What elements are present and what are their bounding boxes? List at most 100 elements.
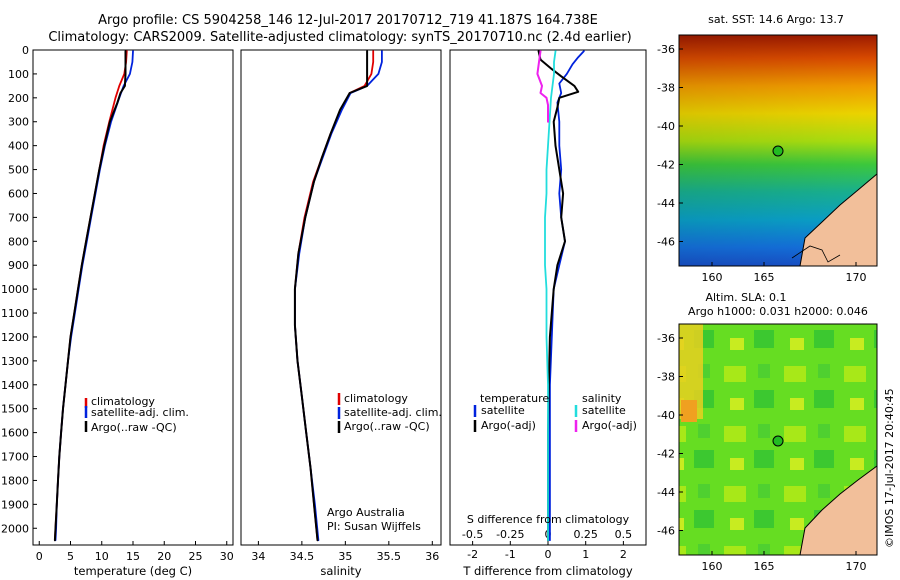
sla-map-axes: 160 165 170 -36 -38 -40 -42 -44 -46 bbox=[657, 332, 866, 573]
lat-tick-label: -40 bbox=[657, 120, 675, 133]
pi-annotation: PI: Susan Wijffels bbox=[327, 520, 421, 533]
depth-tick-label: 1100 bbox=[1, 307, 29, 320]
depth-tick-label: 600 bbox=[8, 187, 29, 200]
argo-float-marker bbox=[772, 145, 784, 157]
s-difference-label: S difference from climatology bbox=[467, 513, 630, 526]
salinity-panel: 34 34.5 35 35.5 36 salinity climatology sate… bbox=[240, 49, 442, 578]
depth-tick-label: 800 bbox=[8, 235, 29, 248]
s-diff-tick-label: 0.5 bbox=[615, 528, 633, 541]
difference-series bbox=[536, 50, 585, 542]
figure-title-line1: Argo profile: CS 5904258_146 12-Jul-2017… bbox=[98, 13, 598, 28]
sst-map-axes: 160 165 170 -36 -38 -40 -42 -44 -46 bbox=[657, 43, 866, 284]
sst-map-title: sat. SST: 14.6 Argo: 13.7 bbox=[708, 13, 844, 26]
t-diff-tick-label: 2 bbox=[620, 548, 627, 561]
x-tick-label: 20 bbox=[157, 550, 171, 563]
depth-tick-label: 1700 bbox=[1, 451, 29, 464]
x-tick-label: 36 bbox=[425, 550, 439, 563]
salinity-legend: climatology satellite-adj. clim. Argo(..… bbox=[337, 392, 442, 433]
depth-tick-label: 0 bbox=[22, 44, 29, 57]
lon-tick-label: 170 bbox=[846, 271, 867, 284]
salinity-axes-frame bbox=[240, 49, 442, 546]
isobath-contour bbox=[791, 245, 841, 263]
legend-label-satellite: satellite-adj. clim. bbox=[91, 406, 189, 419]
lat-tick-label: -44 bbox=[657, 197, 675, 210]
temperature-series bbox=[53, 50, 134, 542]
lat-tick-label: -40 bbox=[657, 409, 675, 422]
t-diff-tick-label: -1 bbox=[505, 548, 516, 561]
t-diff-tick-label: -2 bbox=[467, 548, 478, 561]
legend-title-salinity: salinity bbox=[582, 392, 622, 405]
difference-legend: temperature satellite Argo(-adj) salinit… bbox=[473, 392, 637, 432]
lat-tick-label: -46 bbox=[657, 525, 675, 538]
t-diff-tick-label: 1 bbox=[582, 548, 589, 561]
s-diff-tick-label: -0.25 bbox=[496, 528, 524, 541]
x-tick-label: 34.5 bbox=[290, 550, 315, 563]
legend-label-satellite: satellite-adj. clim. bbox=[344, 406, 442, 419]
x-tick-label: 34 bbox=[251, 550, 265, 563]
series-salinity-satellite bbox=[544, 50, 557, 542]
x-tick-label: 35 bbox=[338, 550, 352, 563]
x-tick-label: 5 bbox=[67, 550, 74, 563]
x-tick-label: 10 bbox=[95, 550, 109, 563]
temperature-xlabel: temperature (deg C) bbox=[74, 564, 192, 578]
legend-label-argo: Argo(..raw -QC) bbox=[344, 420, 430, 433]
series-satellite-adj-clim bbox=[293, 50, 383, 542]
lat-tick-label: -36 bbox=[657, 43, 675, 56]
legend-label-sal-argo: Argo(-adj) bbox=[582, 419, 637, 432]
sst-map-frame bbox=[678, 34, 878, 267]
difference-x-axis: -2 -1 0 1 2-0.5 -0.25 0 0.25 0.5 bbox=[462, 528, 632, 561]
x-tick-label: 30 bbox=[220, 550, 234, 563]
x-tick-label: 25 bbox=[189, 550, 203, 563]
lat-tick-label: -46 bbox=[657, 236, 675, 249]
legend-label-temp-satellite: satellite bbox=[481, 404, 525, 417]
temperature-axes-frame bbox=[32, 49, 234, 546]
series-temperature-satellite bbox=[549, 50, 585, 542]
lat-tick-label: -38 bbox=[657, 371, 675, 384]
sst-map: sat. SST: 14.6 Argo: 13.7 160 165 170 -36 -3… bbox=[657, 13, 878, 284]
s-diff-tick-label: 0.25 bbox=[573, 528, 598, 541]
x-tick-label: 15 bbox=[126, 550, 140, 563]
legend-label-temp-argo: Argo(-adj) bbox=[481, 419, 536, 432]
depth-tick-label: 900 bbox=[8, 259, 29, 272]
series-satellite-adj-clim bbox=[54, 50, 134, 542]
lon-tick-label: 160 bbox=[702, 560, 723, 573]
depth-tick-label: 1600 bbox=[1, 427, 29, 440]
x-tick-label: 35.5 bbox=[377, 550, 402, 563]
legend-label-climatology: climatology bbox=[91, 395, 155, 408]
t-difference-xlabel: T difference from climatology bbox=[462, 564, 633, 578]
depth-tick-label: 500 bbox=[8, 164, 29, 177]
temperature-x-axis: 0 5 10 15 20 25 30 bbox=[36, 541, 234, 563]
t-diff-tick-label: 0 bbox=[545, 548, 552, 561]
sla-map-frame bbox=[678, 323, 878, 556]
series-salinity-argo-adj bbox=[536, 50, 549, 123]
legend-title-temperature: temperature bbox=[480, 392, 549, 405]
depth-tick-label: 1500 bbox=[1, 403, 29, 416]
sla-map-title-line2: Argo h1000: 0.031 h2000: 0.046 bbox=[688, 305, 868, 318]
salinity-x-axis: 34 34.5 35 35.5 36 bbox=[251, 541, 439, 563]
salinity-series bbox=[293, 50, 383, 542]
depth-tick-label: 1800 bbox=[1, 474, 29, 487]
lat-tick-label: -36 bbox=[657, 332, 675, 345]
series-climatology bbox=[54, 50, 128, 542]
difference-panel: -2 -1 0 1 2-0.5 -0.25 0 0.25 0.5 S difference fr… bbox=[449, 49, 647, 578]
s-diff-tick-label: -0.5 bbox=[462, 528, 483, 541]
depth-axis: 0 100 200 300 400 500 600 700 800 900 1000 1100 1200… bbox=[1, 44, 37, 535]
lon-tick-label: 160 bbox=[702, 271, 723, 284]
depth-tick-label: 100 bbox=[8, 68, 29, 81]
depth-tick-label: 1900 bbox=[1, 498, 29, 511]
depth-tick-label: 1000 bbox=[1, 283, 29, 296]
depth-tick-label: 1200 bbox=[1, 331, 29, 344]
depth-tick-label: 1300 bbox=[1, 355, 29, 368]
lon-tick-label: 170 bbox=[846, 560, 867, 573]
depth-tick-label: 400 bbox=[8, 140, 29, 153]
series-argo-raw-qc bbox=[53, 50, 127, 542]
sla-map: Altim. SLA: 0.1 Argo h1000: 0.031 h2000:… bbox=[657, 291, 878, 573]
legend-label-sal-satellite: satellite bbox=[582, 404, 626, 417]
argo-float-marker bbox=[772, 435, 784, 447]
figure-title-line2: Climatology: CARS2009. Satellite-adjuste… bbox=[48, 30, 631, 45]
lat-tick-label: -38 bbox=[657, 82, 675, 95]
temperature-legend: climatology satellite-adj. clim. Argo(..… bbox=[84, 395, 189, 434]
temperature-panel: 0100200300400500600700800900100011001200… bbox=[1, 44, 234, 578]
x-tick-label: 0 bbox=[36, 550, 43, 563]
